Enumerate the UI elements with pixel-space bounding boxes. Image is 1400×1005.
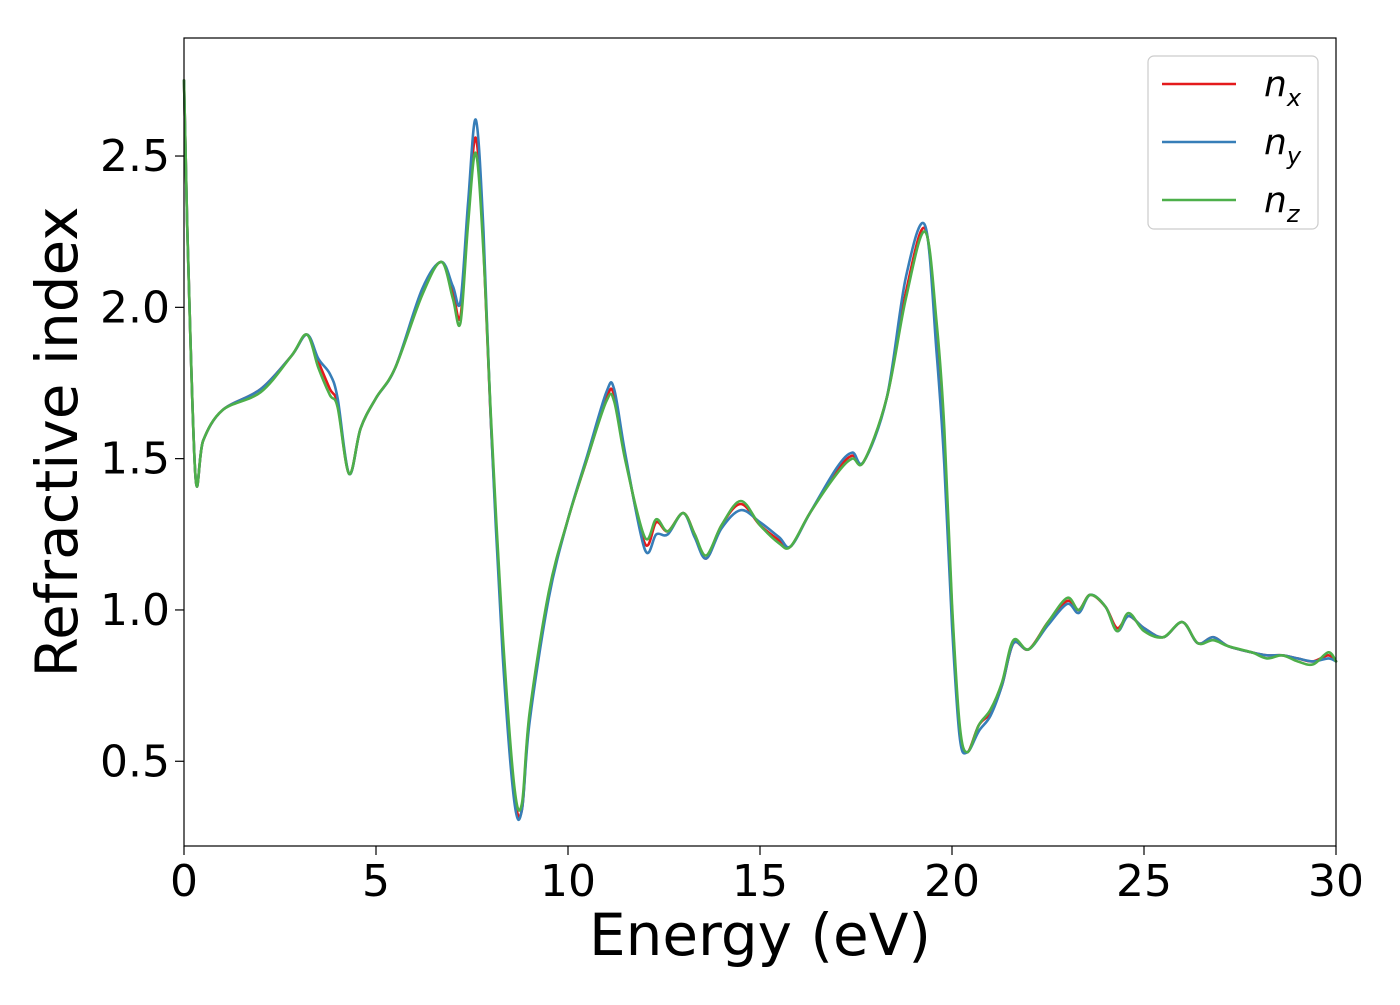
plot-background	[184, 38, 1336, 846]
legend-label-ny: ny	[1264, 122, 1302, 170]
y-tick-label: 1.5	[100, 434, 170, 485]
legend: nx ny nz	[1147, 55, 1319, 230]
series-layer	[182, 79, 1338, 821]
x-tick-label: 30	[1308, 856, 1364, 907]
x-tick-label: 20	[924, 856, 980, 907]
legend-label-nz: nz	[1264, 180, 1301, 228]
y-tick-label: 1.0	[100, 585, 170, 636]
y-tick-label: 2.5	[100, 131, 170, 182]
x-tick-label: 0	[170, 856, 198, 907]
y-tick-label: 0.5	[100, 736, 170, 787]
x-axis: 0 5 10 15 20 25 30	[170, 846, 1364, 907]
y-axis: 0.5 1.0 1.5 2.0 2.5	[100, 131, 184, 787]
series-line-nz	[182, 79, 1338, 812]
legend-label-nx: nx	[1264, 64, 1302, 112]
x-tick-label: 5	[362, 856, 390, 907]
y-axis-title: Refractive index	[23, 206, 91, 677]
x-tick-label: 10	[540, 856, 596, 907]
y-tick-label: 2.0	[100, 282, 170, 333]
x-tick-label: 25	[1116, 856, 1172, 907]
x-axis-title: Energy (eV)	[589, 901, 931, 969]
x-tick-label: 15	[732, 856, 788, 907]
